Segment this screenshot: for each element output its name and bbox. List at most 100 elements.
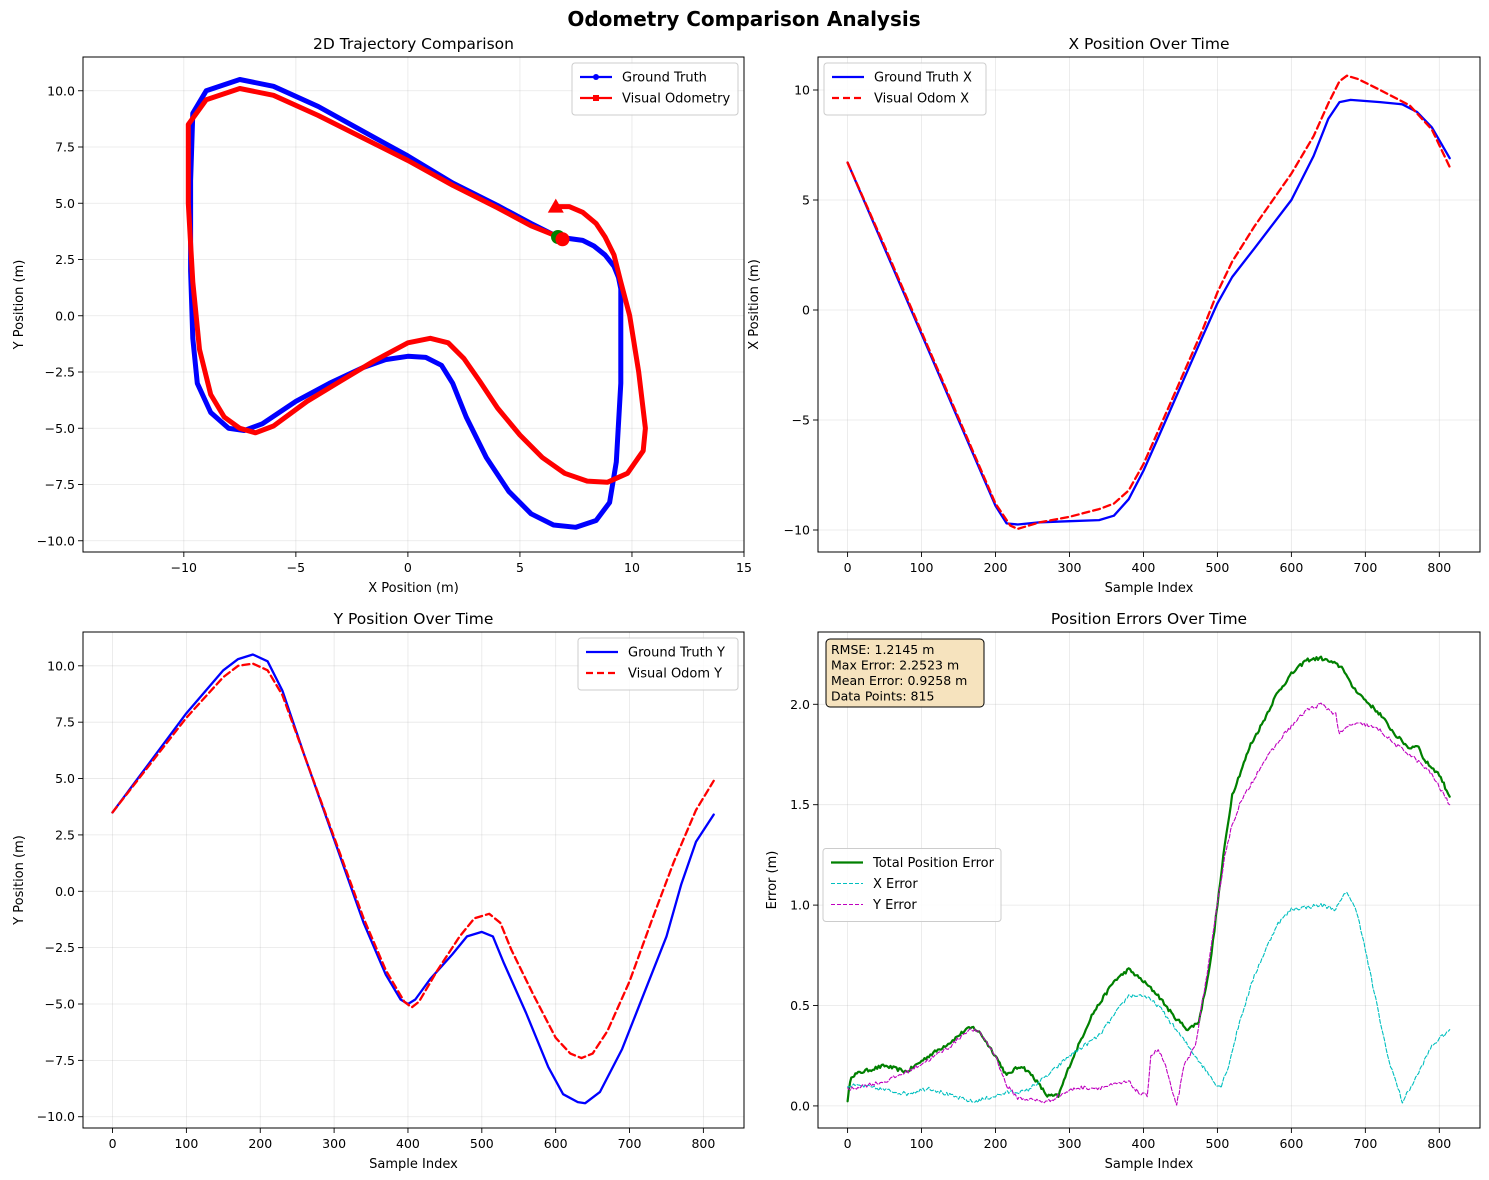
panel-title: 2D Trajectory Comparison — [313, 35, 514, 53]
y-axis-label: X Position (m) — [747, 259, 762, 350]
x-tick-label: 700 — [1353, 560, 1377, 575]
grid — [818, 57, 1480, 552]
x-tick-label: 400 — [1132, 1136, 1156, 1151]
x-axis-label: Sample Index — [1105, 581, 1194, 596]
series-line-2 — [846, 74, 1451, 531]
plot-frame — [817, 56, 1481, 553]
x-tick-label: 400 — [1132, 560, 1156, 575]
x-tick-label: 100 — [910, 560, 934, 575]
stat-line: Data Points: 815 — [831, 689, 934, 704]
y-tick-label: −7.5 — [45, 1053, 75, 1068]
figure-title: Odometry Comparison Analysis — [567, 7, 920, 31]
y-axis-label: Error (m) — [765, 851, 780, 910]
x-tick-label: 100 — [910, 1136, 934, 1151]
x-tick-label: 5 — [516, 560, 524, 575]
panel-1: −10 −5 0 5 10 15 −10.0 −7.5 −5.0 −2.5 0.0 2.5 5.0 7.5… — [12, 35, 752, 596]
x-axis-label: X Position (m) — [368, 581, 459, 596]
plot-frame — [82, 631, 745, 1129]
y-tick-label: 1.0 — [790, 898, 810, 913]
x-tick-label: 700 — [1353, 1136, 1377, 1151]
y-tick-label: −2.5 — [45, 940, 75, 955]
x-tick-label: 15 — [736, 560, 752, 575]
y-tick-label: −5.0 — [45, 997, 75, 1012]
marker-gt-end — [555, 232, 570, 247]
x-tick-label: 800 — [691, 1136, 715, 1151]
x-tick-label: 600 — [1279, 1136, 1303, 1151]
x-tick-label: 400 — [396, 1136, 420, 1151]
legend-label: Ground Truth — [622, 71, 707, 86]
legend-label: Ground Truth Y — [628, 646, 725, 661]
legend-label: Visual Odometry — [622, 92, 730, 107]
series-line-1 — [846, 655, 1451, 1103]
grid — [83, 632, 744, 1128]
x-tick-label: 500 — [470, 1136, 494, 1151]
marker-vo-end — [547, 198, 564, 213]
y-tick-label: 0.0 — [55, 884, 75, 899]
x-tick-label: 100 — [174, 1136, 198, 1151]
series-line-2 — [185, 86, 648, 485]
legend-marker — [593, 95, 599, 101]
x-tick-label: 800 — [1427, 1136, 1451, 1151]
y-tick-label: 0.5 — [790, 998, 810, 1013]
grid — [83, 57, 745, 552]
plot-frame — [817, 631, 1481, 1129]
y-tick-label: −10.0 — [37, 533, 75, 548]
x-tick-label: 500 — [1205, 1136, 1229, 1151]
panel-title: Y Position Over Time — [333, 610, 494, 628]
y-tick-label: −2.5 — [45, 365, 75, 380]
x-tick-label: 0 — [109, 1136, 117, 1151]
series-line-1 — [846, 98, 1451, 526]
legend-marker — [593, 74, 599, 80]
stat-line: Max Error: 2.2523 m — [831, 658, 959, 673]
series-line-1 — [111, 653, 715, 1105]
x-tick-label: 0 — [844, 560, 852, 575]
y-tick-label: 7.5 — [55, 715, 75, 730]
legend-label: Visual Odom X — [874, 92, 969, 107]
x-tick-label: −10 — [171, 560, 197, 575]
x-tick-label: 300 — [1058, 1136, 1082, 1151]
legend-box — [822, 848, 1002, 922]
y-tick-label: −7.5 — [45, 477, 75, 492]
x-tick-label: −5 — [287, 560, 305, 575]
y-tick-label: 5.0 — [55, 771, 75, 786]
chart-panels: −10 −5 0 5 10 15 −10.0 −7.5 −5.0 −2.5 0.0 2.5 5.0 7.5… — [12, 35, 1481, 1172]
y-tick-label: 10 — [794, 83, 810, 98]
legend: Ground Truth X Visual Odom X — [823, 62, 987, 116]
panel-2: 0 100 200 300 400 500 600 700 800 −10 −5 0 5 10 X Posi… — [747, 35, 1481, 596]
plot-frame — [82, 56, 745, 553]
x-tick-label: 200 — [984, 1136, 1008, 1151]
x-tick-label: 600 — [544, 1136, 568, 1151]
x-tick-label: 700 — [618, 1136, 642, 1151]
y-tick-label: −10.0 — [37, 1109, 75, 1124]
legend: Ground Truth Y Visual Odom Y — [577, 637, 739, 691]
panel-3: 0 100 200 300 400 500 600 700 800 −10.0 −7.5 −5.0 −2… — [12, 610, 745, 1172]
x-tick-label: 300 — [322, 1136, 346, 1151]
x-tick-label: 300 — [1058, 560, 1082, 575]
panel-title: Position Errors Over Time — [1051, 610, 1247, 628]
x-tick-label: 500 — [1205, 560, 1229, 575]
y-tick-label: 10.0 — [47, 83, 75, 98]
panel-title: X Position Over Time — [1069, 35, 1230, 53]
panel-4: 0 100 200 300 400 500 600 700 800 0.0 0.5 1.0 1.5 2.0… — [765, 610, 1481, 1172]
plot-area — [846, 74, 1451, 531]
y-tick-label: 5.0 — [55, 196, 75, 211]
y-tick-label: −5 — [792, 413, 810, 428]
y-tick-label: 7.5 — [55, 140, 75, 155]
y-tick-label: 5 — [802, 193, 810, 208]
plot-area — [185, 77, 648, 530]
y-axis-label: Y Position (m) — [12, 835, 27, 926]
legend-label: Y Error — [872, 898, 917, 913]
y-tick-label: 2.5 — [55, 252, 75, 267]
legend-label: Total Position Error — [872, 856, 995, 871]
legend-label: Ground Truth X — [874, 71, 972, 86]
legend: Total Position Error X Error Y Error — [822, 848, 1002, 922]
stat-line: RMSE: 1.2145 m — [831, 642, 934, 657]
stats-box-frame — [825, 638, 985, 708]
legend-box — [823, 62, 987, 116]
x-tick-label: 0 — [844, 1136, 852, 1151]
legend-box — [571, 62, 739, 116]
y-axis-label: Y Position (m) — [12, 260, 27, 351]
y-tick-label: −10 — [784, 523, 810, 538]
